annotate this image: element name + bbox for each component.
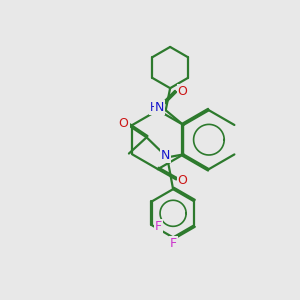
Text: N: N [161,148,170,161]
Text: F: F [155,220,162,233]
Text: N: N [155,101,164,114]
Text: O: O [119,117,129,130]
Text: O: O [178,174,188,188]
Text: F: F [170,237,177,250]
Text: O: O [178,85,188,98]
Text: H: H [150,101,158,114]
